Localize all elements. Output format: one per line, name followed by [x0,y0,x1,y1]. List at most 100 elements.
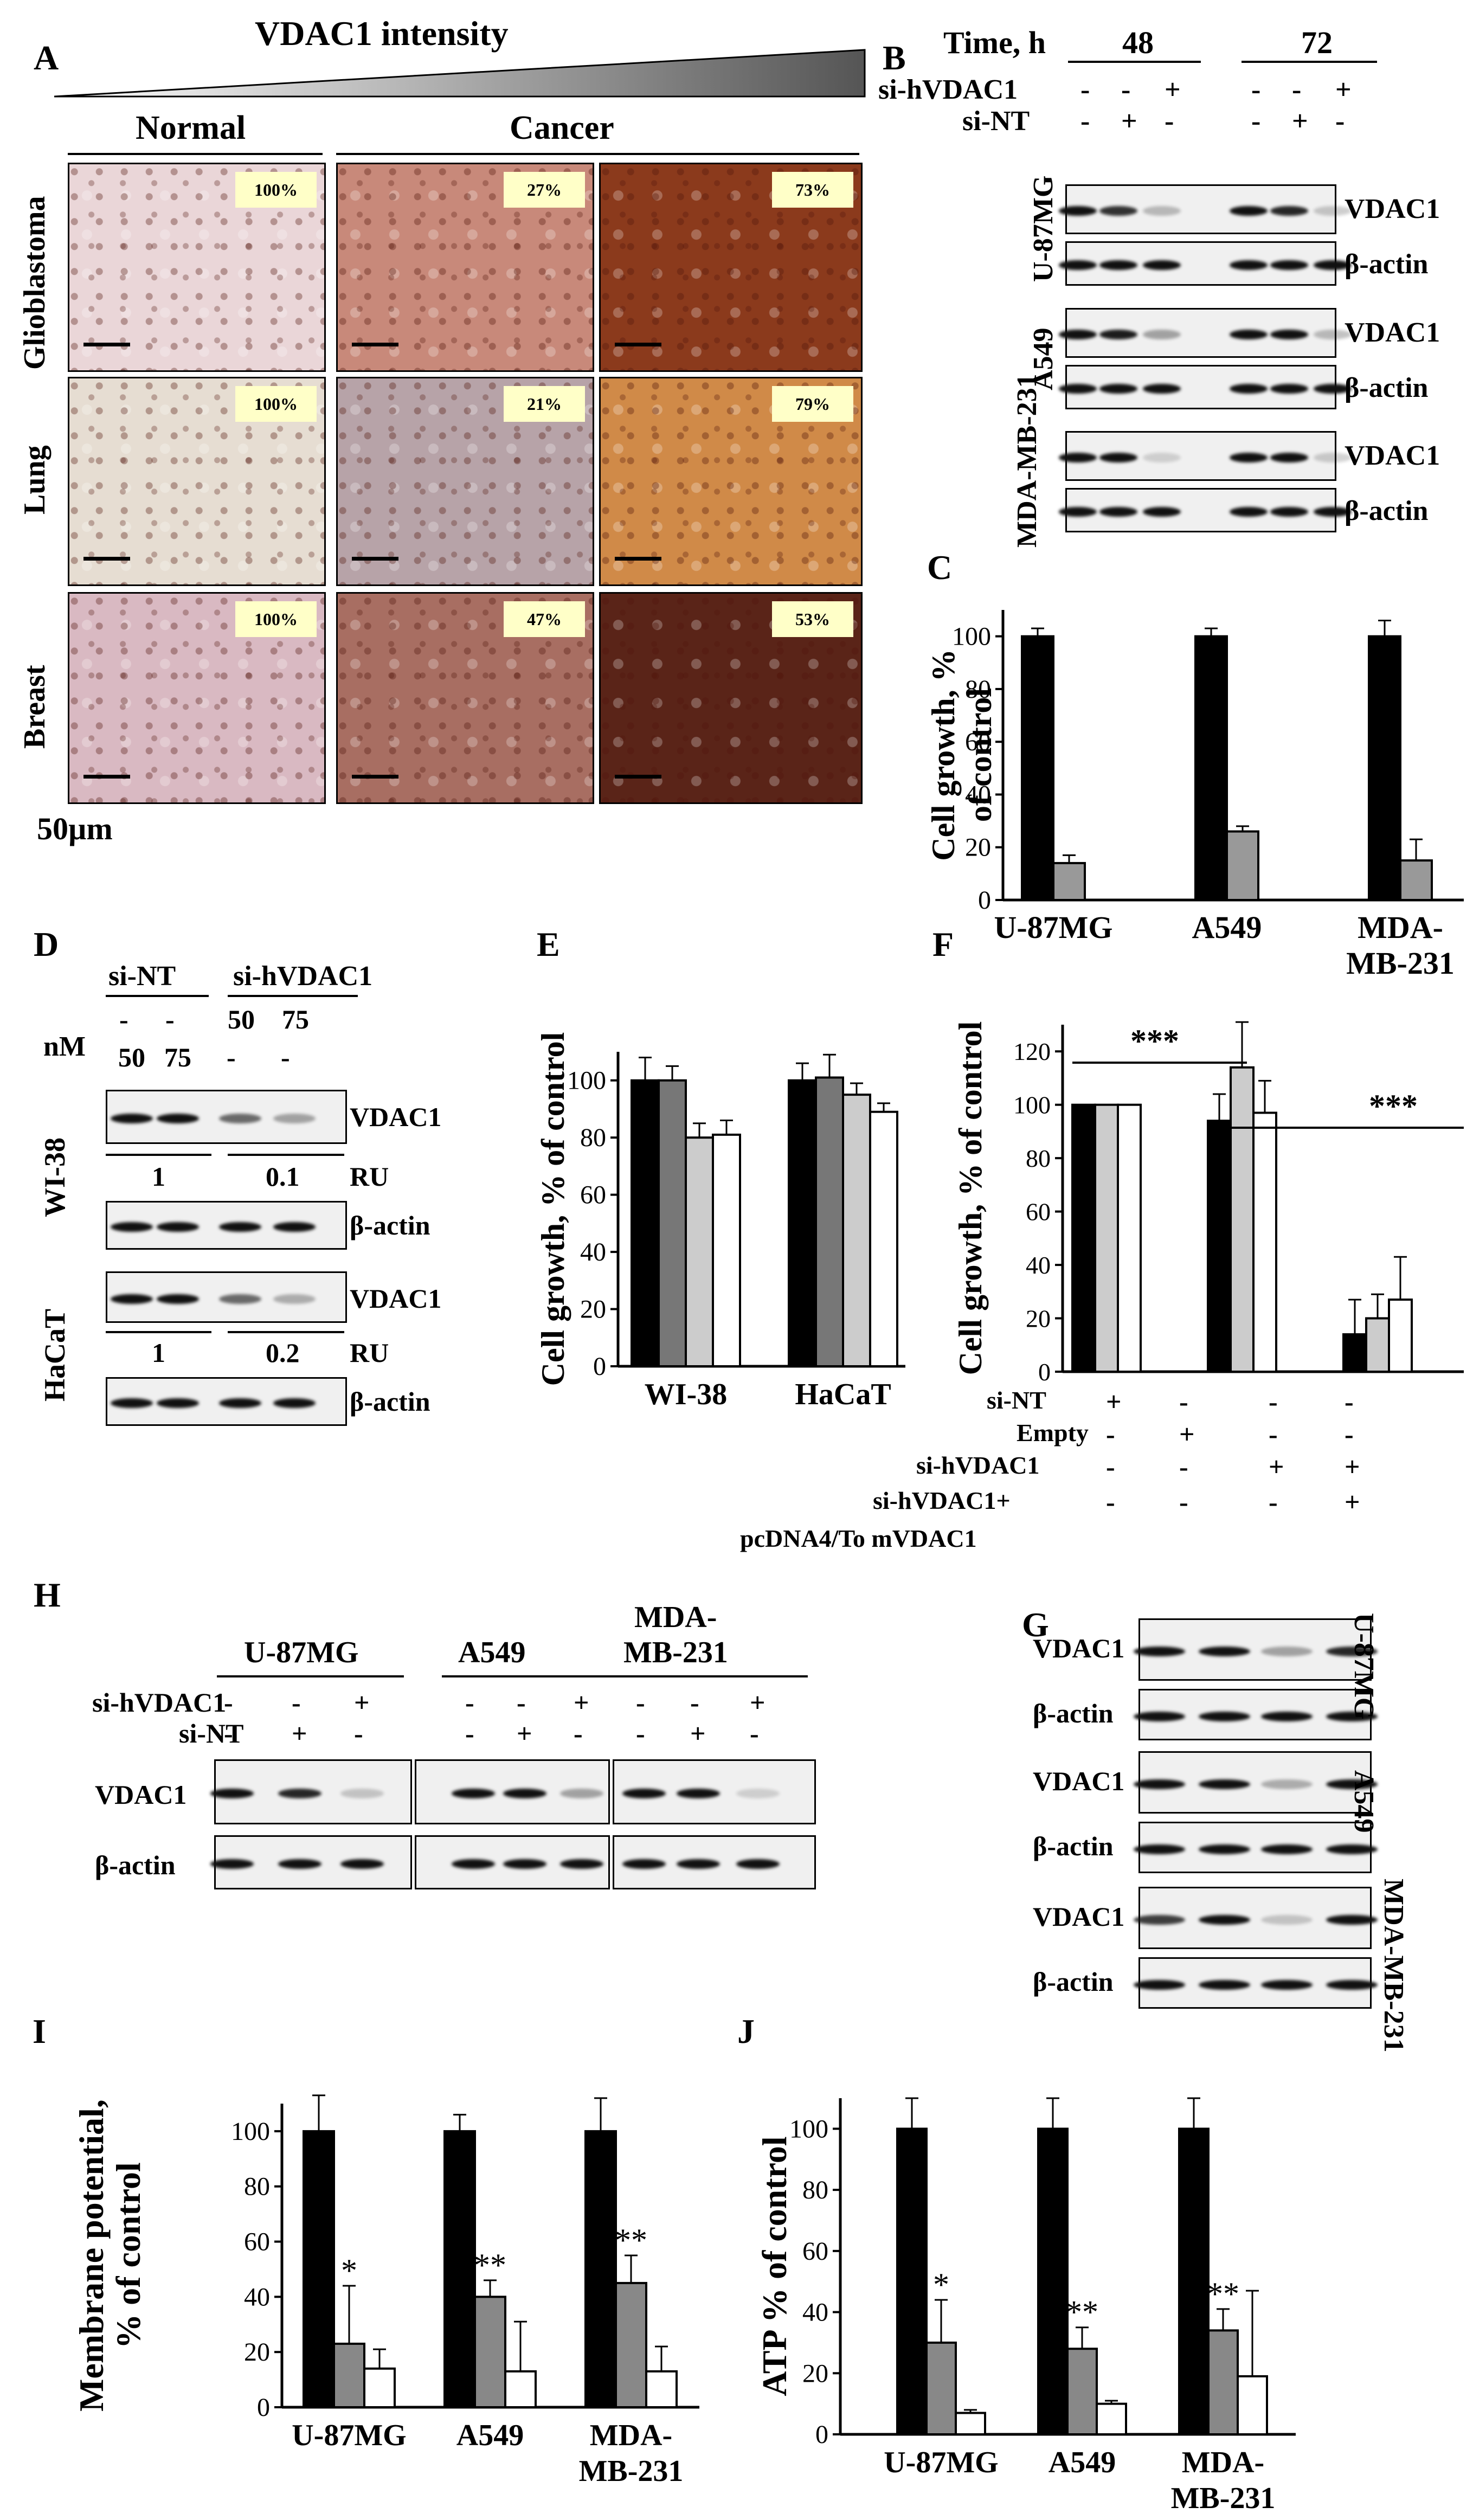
chart-j: 0 20 40 60 80 100 * U-87MG ** A549 ** MDA-MB-231 ATP… [755,2097,1296,2515]
histology-tile-1-1: 21% [336,377,594,586]
f-sign: - [1179,1386,1188,1417]
band [1270,206,1308,216]
y-tick-label: 100 [952,622,991,651]
band [1270,507,1308,517]
bar [1207,2329,1239,2436]
band [1230,206,1268,216]
band [1099,384,1137,394]
y-axis-label: Cell growth, % of control [953,1021,988,1375]
d-row2-sign: 75 [164,1042,191,1072]
band [1260,1844,1313,1854]
significance-mark: ** [1207,2276,1239,2312]
band [111,1398,153,1408]
y-axis-label-line: Cell growth, % of control [535,1032,571,1386]
y-tick-label: 40 [244,2283,270,2311]
category-label: MDA- [1358,910,1443,945]
bar [333,2342,365,2409]
bar [1207,1120,1232,1373]
b-vdac1-label: VDAC1 [1345,194,1440,224]
f-treatment-label: si-NT [987,1386,1046,1414]
band [1314,206,1352,216]
h-underline [217,1675,404,1677]
band [1326,1711,1378,1721]
band [1059,507,1097,517]
time-72: 72 [1301,25,1333,60]
h-line-mda-2: MB-231 [623,1636,728,1669]
band [1099,507,1137,517]
intensity-gradient-wedge [54,49,866,98]
chart-i: 0 20 40 60 80 100 * U-87MG ** A549 ** MDA-MB-231 Mem… [72,2094,699,2488]
band [219,1222,261,1232]
h-row2-sign: - [465,1718,474,1748]
g-blot-actin-1 [1133,1822,1378,1873]
band [1143,453,1181,462]
histology-tile-2-1: 47% [336,592,594,804]
bar [1365,1317,1390,1373]
bar [1368,635,1401,902]
scale-bar [352,343,398,346]
b-row2-sign: - [1251,106,1261,137]
y-tick-label: 60 [802,2237,828,2266]
bar [896,2127,928,2435]
bar [303,2130,335,2408]
bar [1094,1103,1119,1373]
band [278,1789,321,1798]
f-sign: - [1179,1451,1188,1482]
scale-bar [615,343,661,346]
band [1260,1979,1313,1990]
h-underline [626,1675,808,1677]
d-ru-value: 0.1 [266,1161,300,1192]
h-line-mda-1: MDA- [634,1600,717,1634]
h-row1-sign: - [224,1687,233,1718]
b-vdac1-label: VDAC1 [1345,440,1440,471]
histology-tile-2-0: 100% [68,592,326,804]
band [1059,453,1097,462]
band [1059,330,1097,339]
significance-mark: ** [474,2247,506,2283]
bar [615,2281,647,2408]
y-tick-label: 20 [580,1295,606,1324]
band [340,1789,384,1798]
y-tick-label: 40 [965,780,991,809]
scale-bar-label: 50µm [37,811,113,846]
h-row1-sign: - [517,1687,526,1718]
b-blot-vdac1-1 [1059,308,1352,358]
b-row1-sign: + [1165,74,1181,105]
h-row1-sign: - [465,1687,474,1718]
band [210,1789,254,1798]
band [1314,507,1352,517]
d-line-hacat: HaCaT [38,1308,71,1402]
g-blot-actin-2 [1133,1957,1378,2009]
d-vdac1-label: VDAC1 [350,1283,442,1314]
scale-bar [83,343,130,346]
tissue-label-0: Glioblastoma [18,196,52,370]
band [273,1294,316,1304]
d-actin-label: β-actin [350,1386,430,1417]
band [1099,260,1137,270]
panel-label-g: G [1022,1605,1049,1644]
category-label: A549 [1192,910,1262,945]
bar [1021,635,1054,902]
f-sign: + [1345,1487,1360,1517]
percentage-badge: 100% [235,172,317,208]
bar [1399,859,1433,902]
category-label: U-87MG [994,910,1112,945]
time-48: 48 [1122,25,1154,60]
y-axis-label: Membrane potential,% of control [72,2099,147,2412]
d-si-nt-underline [106,995,209,997]
percentage-badge: 79% [772,386,853,422]
y-axis-label: Cell growth, %of control [925,649,998,861]
d-row2-sign: - [227,1042,236,1072]
category-label: MB-231 [1171,2482,1276,2515]
category-label: MDA- [590,2419,672,2452]
panel-label-a: A [34,38,59,77]
bar [1388,1298,1413,1373]
y-axis-label-line: Membrane potential, [72,2099,111,2412]
b-row1-sign: - [1121,74,1131,105]
b-row1-sign: - [1292,74,1302,105]
bar [1194,635,1228,902]
scale-bar [615,557,661,561]
band [1099,453,1137,462]
y-tick-label: 0 [815,2420,828,2449]
vdac1-intensity-title: VDAC1 intensity [255,14,509,53]
